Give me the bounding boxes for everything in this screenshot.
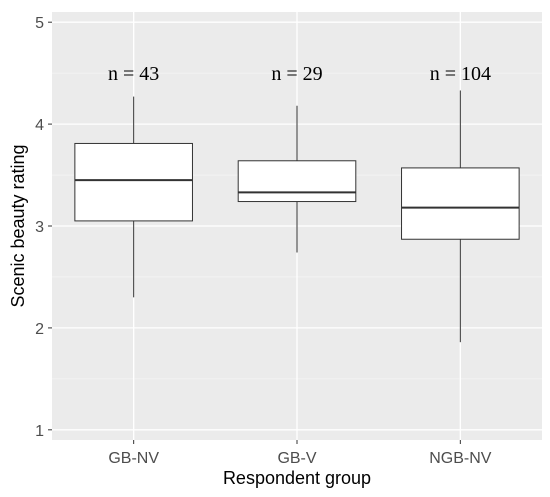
sample-size-label: n = 104 xyxy=(430,63,491,85)
y-tick-label: 4 xyxy=(35,117,44,134)
iqr-box xyxy=(401,167,520,240)
x-axis: GB-NV GB-V NGB-NV xyxy=(108,440,492,467)
sample-size-label: n = 29 xyxy=(271,63,322,85)
y-axis-title: Scenic beauty rating xyxy=(8,144,28,307)
y-tick-label: 2 xyxy=(35,321,44,338)
x-tick-label: GB-V xyxy=(277,450,316,467)
box-ngb-nv xyxy=(401,90,520,343)
y-tick-label: 1 xyxy=(35,423,44,440)
sample-size-labels: n = 43 n = 29 n = 104 xyxy=(108,63,491,85)
sample-size-label: n = 43 xyxy=(108,63,159,85)
x-tick-label: GB-NV xyxy=(108,450,159,467)
iqr-box xyxy=(237,160,357,203)
box-series xyxy=(74,90,520,343)
y-axis: 1 2 3 4 5 xyxy=(35,15,52,440)
box-gb-nv xyxy=(74,96,193,298)
y-tick-label: 5 xyxy=(35,15,44,32)
box-gb-v xyxy=(237,105,357,253)
iqr-box xyxy=(74,142,193,222)
x-axis-title: Respondent group xyxy=(223,468,371,488)
y-tick-label: 3 xyxy=(35,219,44,236)
x-tick-label: NGB-NV xyxy=(429,450,492,467)
